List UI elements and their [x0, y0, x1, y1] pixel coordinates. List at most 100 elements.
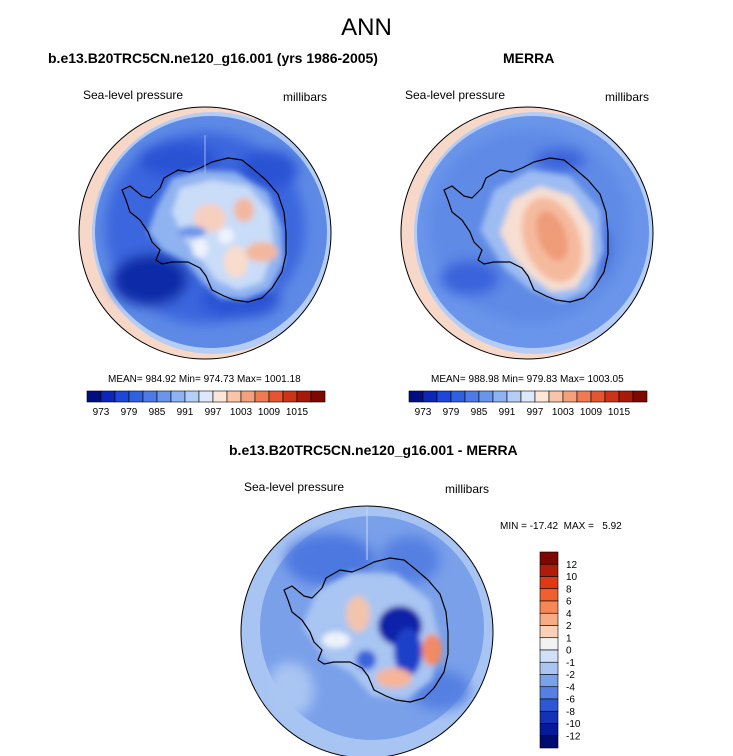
diff-colorbar-box: [539, 649, 559, 663]
obs-colorbar-tick-label: 1003: [552, 407, 575, 418]
obs-colorbar-box: [576, 390, 592, 403]
model-colorbar-box: [170, 390, 186, 403]
model-colorbar-box: [310, 390, 326, 403]
obs-stats: MEAN= 988.98 Min= 979.83 Max= 1003.05: [431, 374, 624, 385]
obs-colorbar-box: [618, 390, 634, 403]
obs-variable-label: Sea-level pressure: [405, 88, 506, 102]
diff-colorbar-box: [539, 563, 559, 577]
obs-colorbar-box: [464, 390, 480, 403]
model-colorbar-box: [268, 390, 284, 403]
model-colorbar-box: [184, 390, 200, 403]
diff-colorbar-tick-label: 6: [566, 597, 572, 608]
model-colorbar-box: [100, 390, 116, 403]
obs-colorbar-tick-label: 985: [471, 407, 488, 418]
obs-colorbar-box: [436, 390, 452, 403]
diff-colorbar-tick-label: 8: [566, 584, 572, 595]
model-colorbar-box: [226, 390, 242, 403]
model-colorbar-box: [156, 390, 172, 403]
diff-units-label: millibars: [445, 482, 490, 496]
diff-variable-label: Sea-level pressure: [244, 480, 345, 494]
obs-colorbar-box: [548, 390, 564, 403]
diff-colorbar-box: [539, 674, 559, 688]
model-colorbar-box: [296, 390, 312, 403]
model-colorbar-box: [86, 390, 102, 403]
diff-colorbar-box: [539, 612, 559, 626]
diff-colorbar-tick-label: -12: [566, 731, 581, 742]
obs-colorbar-tick-label: 1009: [580, 407, 603, 418]
diff-minmax: MIN = -17.42 MAX = 5.92: [500, 521, 622, 532]
obs-colorbar-tick-label: 991: [499, 407, 516, 418]
obs-colorbar-box: [590, 390, 606, 403]
diff-colorbar-box: [539, 600, 559, 614]
model-colorbar: 973 979 985 991 997 1003 1009 1015: [86, 390, 326, 418]
diff-colorbar-tick-label: 4: [566, 609, 572, 620]
obs-polar-map: [401, 107, 653, 359]
model-colorbar-tick-label: 979: [121, 407, 138, 418]
obs-colorbar-box: [534, 390, 550, 403]
diff-colorbar-box: [539, 686, 559, 700]
model-colorbar-tick-label: 991: [177, 407, 194, 418]
diff-colorbar-tick-label: 10: [566, 572, 578, 583]
model-colorbar-box: [142, 390, 158, 403]
diff-colorbar-box: [539, 637, 559, 651]
model-colorbar-tick-label: 997: [205, 407, 222, 418]
obs-colorbar-box: [520, 390, 536, 403]
model-colorbar-tick-label: 1015: [286, 407, 309, 418]
diff-colorbar-tick-label: 1: [566, 633, 572, 644]
diff-colorbar-box: [539, 576, 559, 590]
obs-colorbar-box: [492, 390, 508, 403]
model-colorbar-box: [114, 390, 130, 403]
figure-title: ANN: [341, 14, 392, 41]
obs-colorbar-tick-label: 979: [443, 407, 460, 418]
model-colorbar-box: [128, 390, 144, 403]
obs-colorbar-tick-label: 997: [527, 407, 544, 418]
diff-polar-map: [241, 506, 493, 756]
model-panel-title: b.e13.B20TRC5CN.ne120_g16.001 (yrs 1986-…: [48, 50, 378, 66]
model-colorbar-tick-label: 1003: [230, 407, 253, 418]
model-colorbar-box: [282, 390, 298, 403]
diff-colorbar-box: [539, 588, 559, 602]
diff-colorbar-tick-label: 0: [566, 646, 572, 657]
model-colorbar-box: [212, 390, 228, 403]
diff-colorbar-tick-label: -6: [566, 695, 575, 706]
diff-colorbar-box: [539, 723, 559, 737]
model-colorbar-tick-label: 1009: [258, 407, 281, 418]
diff-colorbar-tick-label: 2: [566, 621, 572, 632]
diff-colorbar-tick-label: -8: [566, 707, 575, 718]
obs-colorbar-box: [506, 390, 522, 403]
model-stats: MEAN= 984.92 Min= 974.73 Max= 1001.18: [108, 374, 301, 385]
obs-colorbar: 973 979 985 991 997 1003 1009 1015: [408, 390, 648, 418]
model-polar-map: [79, 107, 331, 359]
model-colorbar-box: [240, 390, 256, 403]
diff-colorbar-tick-label: -1: [566, 658, 575, 669]
diff-colorbar-tick-label: 12: [566, 560, 578, 571]
model-colorbar-box: [254, 390, 270, 403]
model-variable-label: Sea-level pressure: [83, 88, 184, 102]
model-colorbar-tick-label: 973: [93, 407, 110, 418]
obs-panel-title: MERRA: [503, 50, 555, 66]
model-colorbar-tick-label: 985: [149, 407, 166, 418]
diff-colorbar-box: [539, 735, 559, 749]
obs-units-label: millibars: [605, 90, 650, 104]
obs-colorbar-box: [604, 390, 620, 403]
diff-panel-title: b.e13.B20TRC5CN.ne120_g16.001 - MERRA: [229, 442, 518, 458]
diff-colorbar-box: [539, 625, 559, 639]
diff-colorbar-box: [539, 710, 559, 724]
diff-colorbar-tick-label: -2: [566, 670, 575, 681]
diff-colorbar-tick-label: -4: [566, 682, 575, 693]
obs-colorbar-box: [450, 390, 466, 403]
diff-colorbar-box: [539, 551, 559, 565]
obs-colorbar-box: [632, 390, 648, 403]
diff-colorbar-box: [539, 661, 559, 675]
obs-colorbar-tick-label: 1015: [608, 407, 631, 418]
obs-colorbar-box: [562, 390, 578, 403]
obs-colorbar-tick-label: 973: [415, 407, 432, 418]
model-units-label: millibars: [283, 90, 328, 104]
obs-colorbar-box: [422, 390, 438, 403]
model-colorbar-box: [198, 390, 214, 403]
obs-colorbar-box: [478, 390, 494, 403]
diff-colorbar-tick-label: -10: [566, 719, 581, 730]
obs-colorbar-box: [408, 390, 424, 403]
